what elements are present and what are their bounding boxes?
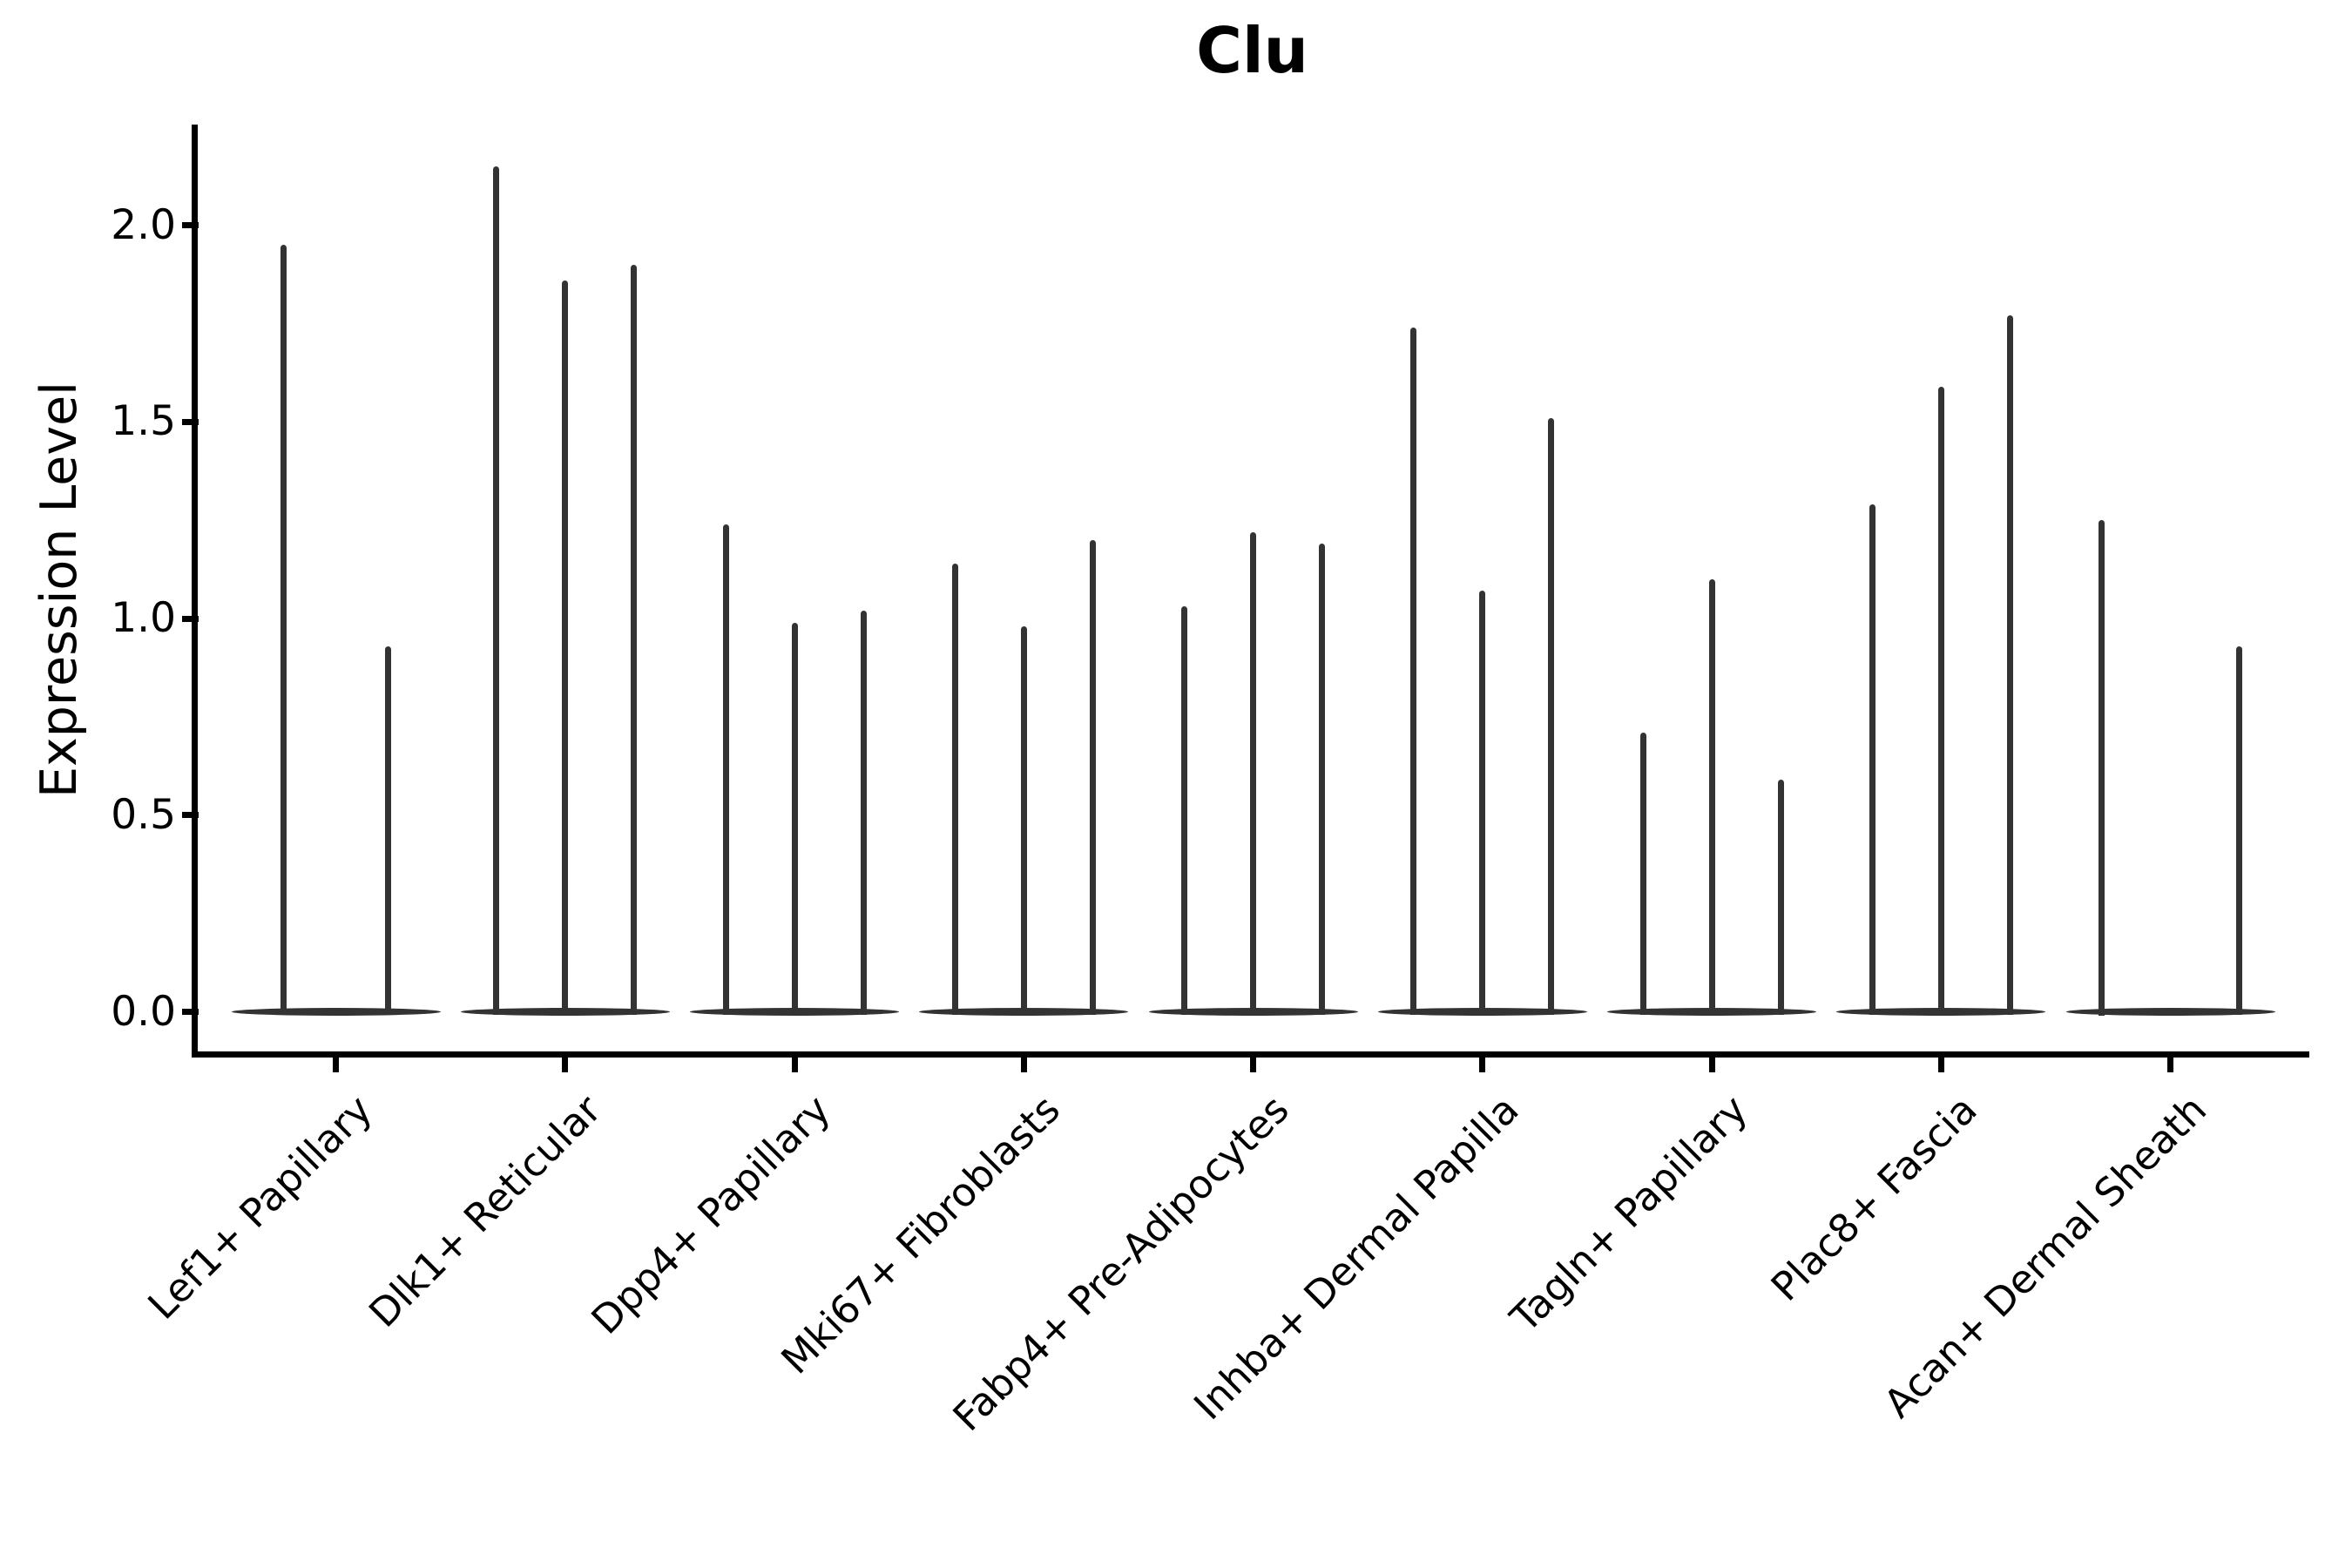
violin-spike xyxy=(2236,645,2242,1016)
violin-spike xyxy=(631,264,638,1016)
x-tick xyxy=(1020,1051,1027,1072)
violin-spike xyxy=(1708,578,1715,1016)
violin-spike xyxy=(2099,520,2105,1016)
x-tick xyxy=(1708,1051,1715,1072)
x-tick-label: Dlk1+ Reticular xyxy=(360,1086,611,1336)
violin-spike xyxy=(951,563,958,1016)
x-tick-label: Dpp4+ Papillary xyxy=(582,1086,840,1343)
x-tick xyxy=(1250,1051,1256,1072)
x-tick xyxy=(562,1051,569,1072)
y-tick xyxy=(182,222,199,228)
violin-spike xyxy=(1937,386,1944,1016)
y-tick xyxy=(182,418,199,425)
y-tick-label: 1.5 xyxy=(111,397,176,446)
violin-spike xyxy=(1639,732,1646,1016)
chart-title: Clu xyxy=(1196,14,1308,87)
x-tick-label: Plac8+ Fascia xyxy=(1761,1086,1986,1310)
violin-spike xyxy=(385,645,391,1016)
violin-spike xyxy=(562,280,569,1016)
violin-spike xyxy=(1181,606,1187,1016)
y-tick xyxy=(182,812,199,819)
violin-base xyxy=(231,1008,441,1016)
y-tick xyxy=(182,1009,199,1015)
y-tick-label: 0.0 xyxy=(111,987,176,1036)
violin-spike xyxy=(493,166,500,1016)
violin-spike xyxy=(1319,544,1325,1016)
violin-spike xyxy=(2006,315,2013,1016)
y-tick-label: 1.0 xyxy=(111,594,176,642)
y-tick-label: 2.0 xyxy=(111,200,176,249)
violin-spike xyxy=(1548,417,1555,1016)
violin-spike xyxy=(1777,780,1784,1016)
violin-spike xyxy=(1250,531,1256,1016)
violin-spike xyxy=(280,245,287,1016)
x-tick xyxy=(333,1051,339,1072)
violin-spike xyxy=(1869,504,1876,1016)
x-tick-label: Tagln+ Papillary xyxy=(1501,1086,1757,1342)
y-tick xyxy=(182,615,199,622)
x-tick xyxy=(791,1051,798,1072)
violin-spike xyxy=(1410,327,1417,1016)
x-tick xyxy=(1937,1051,1944,1072)
violin-spike xyxy=(1020,626,1027,1016)
y-axis-spine xyxy=(192,125,198,1058)
violin-spike xyxy=(722,524,729,1016)
violin-spike xyxy=(860,610,867,1016)
x-tick-label: Lef1+ Papillary xyxy=(139,1086,381,1328)
y-axis-label: Expression Level xyxy=(30,382,88,798)
y-tick-label: 0.5 xyxy=(111,790,176,839)
x-tick xyxy=(1479,1051,1486,1072)
violin-spike xyxy=(1479,591,1486,1016)
violin-spike xyxy=(1089,539,1096,1016)
violin-base xyxy=(2065,1008,2275,1016)
x-tick xyxy=(2167,1051,2173,1072)
violin-spike xyxy=(791,622,798,1016)
